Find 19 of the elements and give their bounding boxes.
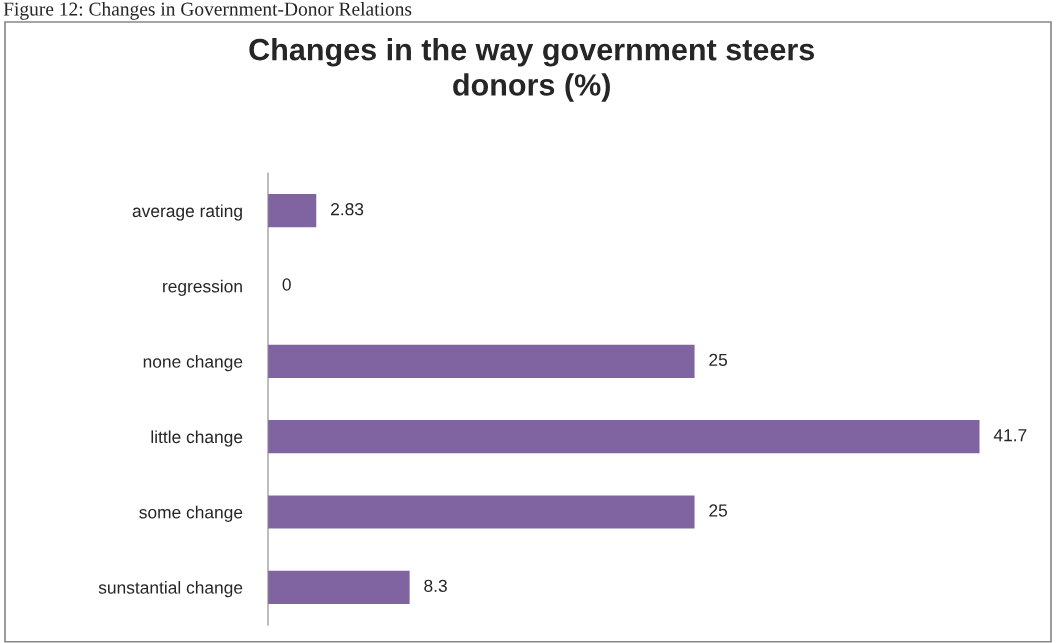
y-tick-label: sunstantial change (98, 581, 243, 598)
bar (268, 495, 695, 529)
bar (268, 420, 980, 454)
data-label: 2.83 (331, 203, 364, 216)
y-tick-label: average rating (132, 204, 242, 221)
data-label: 25 (709, 504, 728, 517)
bar (268, 570, 410, 604)
data-label: 0 (282, 278, 291, 291)
y-tick-label: little change (151, 430, 243, 447)
bar (268, 194, 317, 228)
data-label: 8.3 (424, 579, 447, 592)
data-label: 25 (709, 353, 728, 366)
bar (268, 344, 695, 378)
chart-title: Changes in the way government steers donors (%) (249, 38, 815, 102)
y-tick-label: some change (139, 505, 243, 522)
data-label: 41.7 (993, 429, 1027, 442)
caption: Figure 12: Changes in Government-Donor Relations (3, 2, 412, 20)
y-tick-label: regression (163, 279, 242, 296)
y-tick-label: none change (143, 355, 243, 372)
